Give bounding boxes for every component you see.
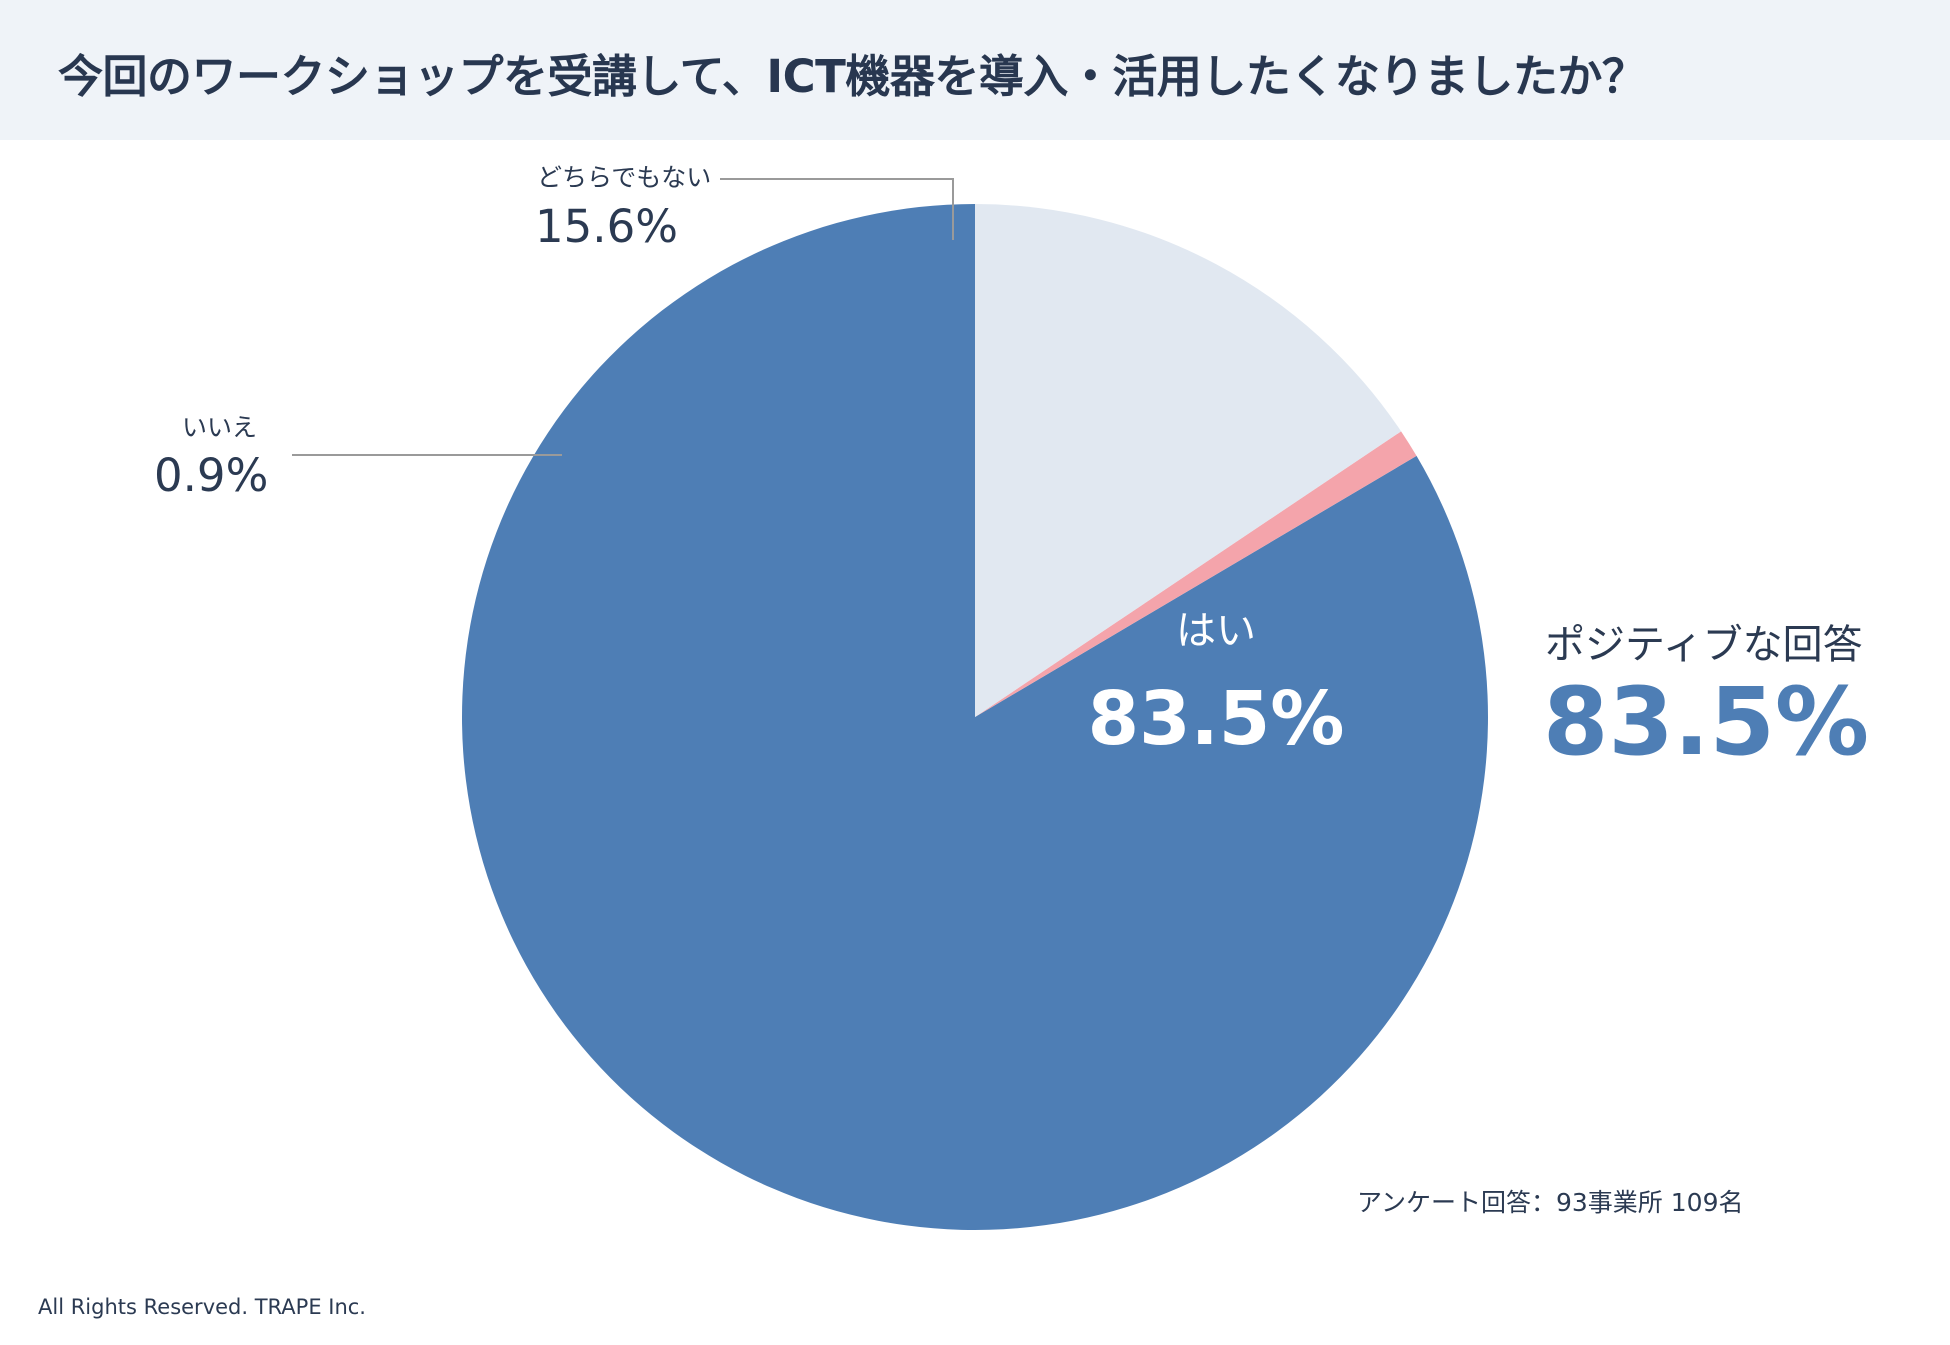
pie-slice-no — [975, 431, 1417, 717]
positive-answer-label: ポジティブな回答 — [1545, 622, 1863, 668]
pie-slice-yes — [461, 204, 1488, 1230]
slice-label-neutral: どちらでもない — [537, 163, 712, 192]
title-bar: 今回のワークショップを受講して、ICT機器を導入・活用したくなりましたか？ — [0, 0, 1950, 140]
copyright-footer: All Rights Reserved. TRAPE Inc. — [38, 1295, 366, 1319]
survey-note: アンケート回答：93事業所 109名 — [1357, 1188, 1744, 1217]
slice-label-yes: はい — [1176, 608, 1256, 654]
leader-line-neutral — [720, 178, 954, 240]
slice-label-no: いいえ — [182, 413, 258, 442]
pie-slice-neutral — [975, 204, 1402, 717]
positive-answer-value: 83.5% — [1543, 668, 1870, 777]
slice-value-yes: 83.5% — [1087, 676, 1345, 762]
slice-value-neutral: 15.6% — [535, 200, 678, 253]
chart-title: 今回のワークショップを受講して、ICT機器を導入・活用したくなりましたか？ — [58, 50, 1647, 103]
slice-value-no: 0.9% — [154, 449, 269, 502]
